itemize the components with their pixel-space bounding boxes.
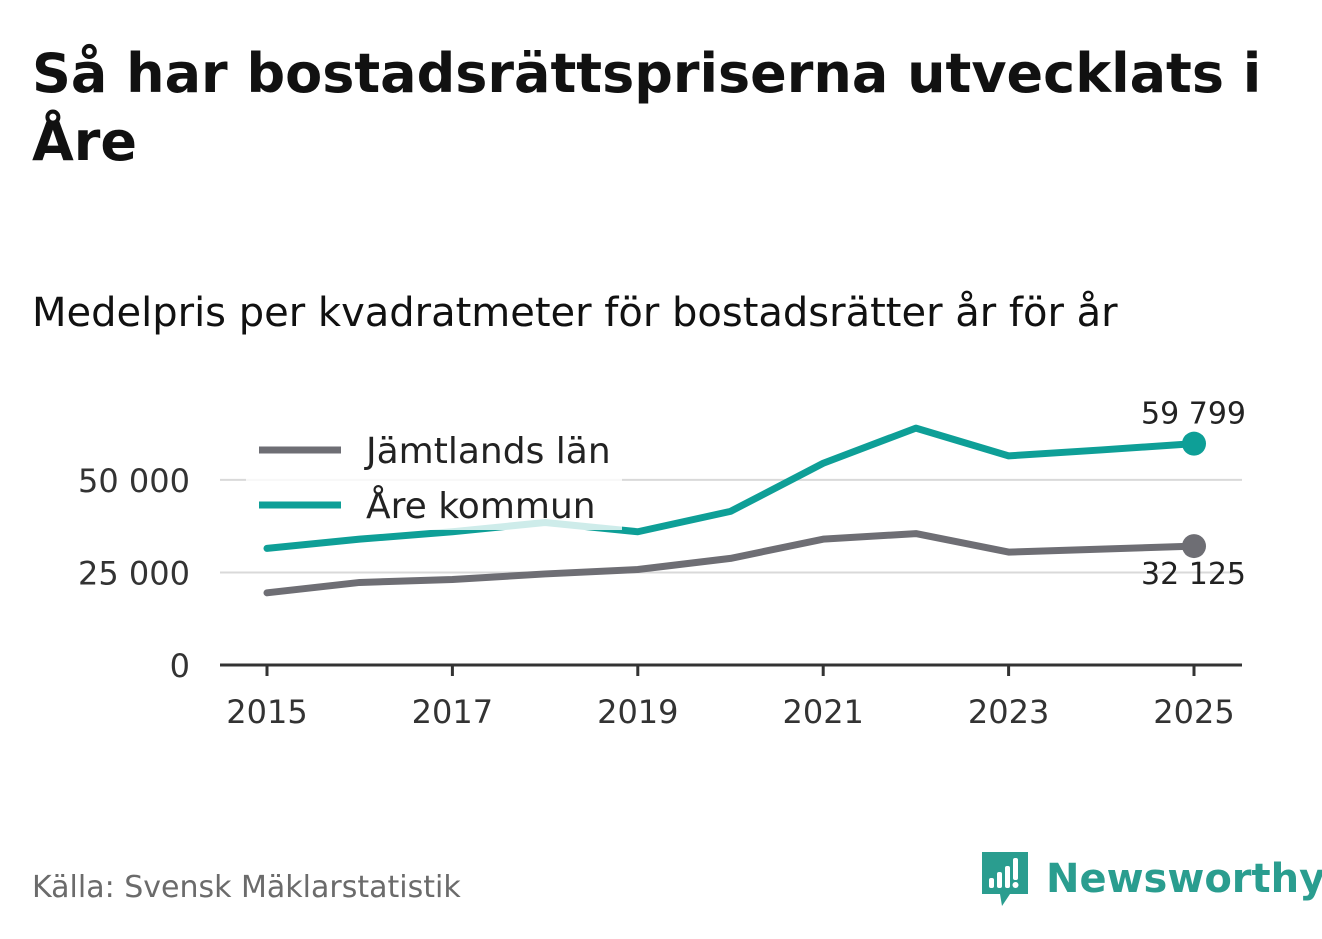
newsworthy-logo-icon (982, 852, 1028, 906)
x-axis: 2015 2017 2019 2021 2023 2025 (220, 663, 1242, 731)
y-axis-ticks: 0 25 000 50 000 (78, 462, 190, 685)
end-marker-are-kommun (1182, 431, 1206, 456)
y-tick-label: 25 000 (78, 554, 190, 592)
series-lines (263, 424, 1206, 597)
legend-label-are-kommun: Åre kommun (366, 484, 596, 527)
chart-subtitle: Medelpris per kvadratmeter för bostadsrä… (32, 290, 1118, 336)
y-tick-label: 0 (170, 647, 190, 685)
chart-title: Så har bostadsrättspriserna utvecklats i… (32, 42, 1262, 173)
legend-label-jamtlands-lan: Jämtlands län (364, 431, 611, 472)
source-note: Källa: Svensk Mäklarstatistik (32, 870, 461, 905)
x-tick-label: 2021 (782, 693, 863, 731)
x-tick-label: 2015 (226, 693, 307, 731)
end-marker-jamtlands-lan (1182, 534, 1206, 559)
brand-name: Newsworthy (1046, 856, 1322, 902)
y-tick-label: 50 000 (78, 462, 190, 500)
series-line-jamtlands-lan (263, 530, 1198, 597)
line-chart: 0 25 000 50 000 2015 2017 2019 2021 2023 2025 J… (78, 397, 1246, 731)
end-label-jamtlands-lan: 32 125 (1141, 557, 1246, 592)
brand-logo: Newsworthy (980, 848, 1322, 910)
x-tick-label: 2019 (597, 693, 678, 731)
x-tick-label: 2017 (412, 693, 493, 731)
legend: Jämtlands län Åre kommun (246, 424, 622, 530)
x-tick-label: 2025 (1153, 693, 1234, 731)
x-tick-label: 2023 (968, 693, 1049, 731)
end-label-are-kommun: 59 799 (1141, 397, 1246, 432)
end-labels: 32 125 59 799 (1141, 397, 1246, 592)
series-line-are-kommun (263, 424, 1198, 552)
legend-background (246, 424, 622, 530)
